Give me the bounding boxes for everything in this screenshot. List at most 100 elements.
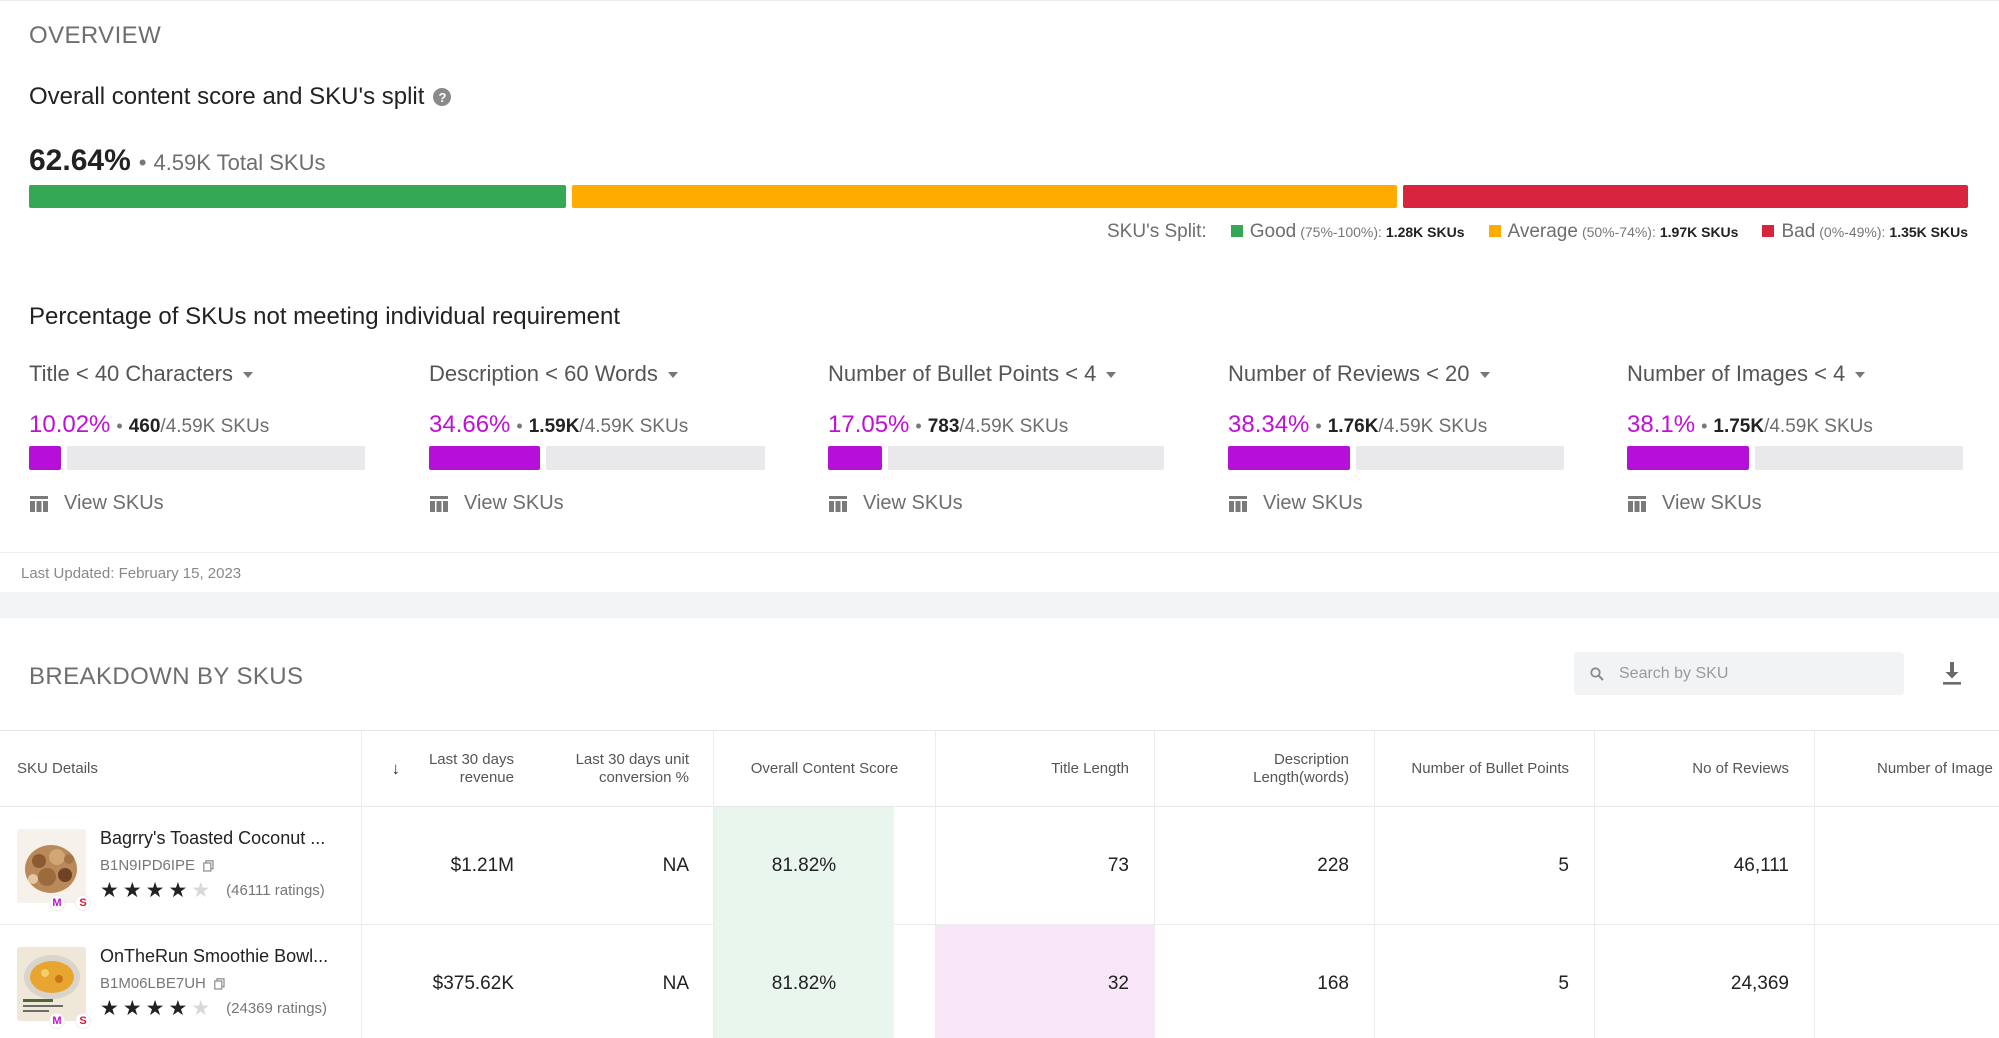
column-header-conversion[interactable]: Last 30 days unit conversion %: [525, 731, 714, 807]
requirement-stats: 38.34% • 1.76K /4.59K SKUs: [1228, 411, 1487, 439]
requirements-title: Percentage of SKUs not meeting individua…: [29, 303, 620, 330]
search-icon: [1590, 666, 1604, 681]
column-header-reviews[interactable]: No of Reviews: [1595, 731, 1815, 807]
legend-count-average: 1.97K SKUs: [1659, 224, 1739, 240]
column-header-description-length[interactable]: Description Length(words): [1155, 731, 1375, 807]
requirement-dropdown[interactable]: Number of Images < 4: [1627, 361, 1963, 387]
content-score-spacer: [894, 807, 936, 925]
search-input[interactable]: [1619, 664, 1889, 683]
column-label: Number of Bullet Points: [1411, 760, 1569, 777]
chevron-down-icon: [1479, 372, 1490, 378]
star-icon: ★: [191, 997, 211, 1020]
requirement-percent: 38.1%: [1627, 411, 1696, 438]
stats-separator: •: [1701, 416, 1708, 436]
split-segment-bad[interactable]: [1403, 185, 1968, 208]
product-name[interactable]: OnTheRun Smoothie Bowl...: [100, 946, 329, 966]
marketplace-badge: M: [49, 1013, 65, 1029]
sku-details-cell: M S Bagrry's Toasted Coconut ... B1N9IPD…: [0, 807, 362, 925]
rating-count: (24369 ratings): [226, 1000, 328, 1017]
requirement-name: Number of Bullet Points < 4: [828, 361, 1097, 386]
chevron-down-icon: [667, 372, 678, 378]
column-label: Overall Content Score: [750, 760, 899, 777]
requirement-count: 1.75K: [1713, 416, 1765, 437]
split-segment-average[interactable]: [572, 185, 1397, 208]
requirement-card-title: Title < 40 Characters 10.02% • 460 /4.59…: [29, 361, 365, 521]
description-length-cell: 228: [1155, 807, 1375, 925]
requirement-dropdown[interactable]: Title < 40 Characters: [29, 361, 365, 387]
legend-count-good: 1.28K SKUs: [1385, 224, 1465, 240]
requirement-total: /4.59K SKUs: [1378, 416, 1488, 437]
requirement-count: 1.59K: [528, 416, 580, 437]
column-label: Last 30 days unit conversion %: [575, 751, 689, 786]
requirement-dropdown[interactable]: Description < 60 Words: [429, 361, 765, 387]
view-skus-link[interactable]: View SKUs: [828, 492, 963, 515]
sku-search[interactable]: [1574, 652, 1904, 695]
copy-icon[interactable]: [214, 977, 225, 990]
star-rating: ★ ★ ★ ★ ★ (46111 ratings): [100, 880, 325, 901]
reviews-cell: 46,111: [1595, 807, 1815, 925]
chevron-down-icon: [1106, 372, 1117, 378]
progress-track: [546, 446, 765, 470]
legend-item-average: Average (50%-74%): 1.97K SKUs: [1488, 221, 1739, 243]
stats-separator: •: [1315, 416, 1322, 436]
sku-code: B1N9IPD6IPE: [100, 857, 196, 874]
help-icon[interactable]: ?: [433, 88, 452, 106]
column-header-sku-details[interactable]: SKU Details: [0, 731, 362, 807]
column-header-title-length[interactable]: Title Length: [936, 731, 1155, 807]
view-skus-label: View SKUs: [863, 492, 963, 514]
legend-name-good: Good: [1249, 221, 1297, 242]
column-header-bullet-points[interactable]: Number of Bullet Points: [1375, 731, 1595, 807]
star-icon: ★: [122, 879, 142, 902]
requirement-count: 783: [927, 416, 960, 437]
requirement-name: Description < 60 Words: [429, 361, 658, 386]
table-header: SKU Details ↓ Last 30 days revenue Last …: [0, 730, 1999, 807]
star-icon: ★: [145, 997, 165, 1020]
product-name[interactable]: Bagrry's Toasted Coconut ...: [100, 828, 326, 848]
content-score-cell: 81.82%: [714, 807, 894, 925]
requirement-count: 460: [128, 416, 161, 437]
requirement-dropdown[interactable]: Number of Reviews < 20: [1228, 361, 1564, 387]
column-header-revenue[interactable]: ↓ Last 30 days revenue: [362, 731, 525, 807]
progress-track: [67, 446, 365, 470]
column-header-content-score[interactable]: Overall Content Score: [714, 731, 936, 807]
legend-range-good: (75%-100%):: [1300, 224, 1382, 240]
star-icon: ★: [100, 997, 119, 1020]
revenue-cell: $1.21M: [450, 855, 514, 876]
score-title: Overall content score and SKU's split ?: [29, 83, 452, 111]
chevron-down-icon: [1855, 372, 1866, 378]
progress-track: [1755, 446, 1963, 470]
view-skus-label: View SKUs: [1662, 492, 1762, 514]
marketplace-badge: M: [49, 895, 65, 911]
column-header-images[interactable]: Number of Image: [1815, 731, 1999, 807]
copy-icon[interactable]: [203, 859, 214, 872]
product-thumbnail[interactable]: [17, 947, 86, 1021]
requirement-card-description: Description < 60 Words 34.66% • 1.59K /4…: [429, 361, 765, 521]
sort-descending-icon[interactable]: ↓: [391, 759, 401, 778]
split-segment-good[interactable]: [29, 185, 566, 208]
bullet-points-cell: 5: [1375, 925, 1595, 1038]
table-icon: [829, 495, 847, 512]
view-skus-link[interactable]: View SKUs: [429, 492, 564, 515]
requirement-name: Number of Reviews < 20: [1228, 361, 1470, 386]
conversion-cell: NA: [525, 925, 714, 1038]
table-row[interactable]: M S Bagrry's Toasted Coconut ... B1N9IPD…: [0, 807, 1999, 925]
view-skus-link[interactable]: View SKUs: [1627, 492, 1762, 515]
sku-id: B1N9IPD6IPE: [100, 857, 214, 874]
requirement-dropdown[interactable]: Number of Bullet Points < 4: [828, 361, 1164, 387]
stats-separator: •: [516, 416, 523, 436]
product-image: [17, 829, 86, 903]
download-icon[interactable]: [1941, 660, 1963, 686]
split-legend-label: SKU's Split:: [1107, 221, 1207, 242]
progress-fill: [29, 446, 61, 470]
requirement-progress-bar: [29, 446, 365, 470]
requirement-progress-bar: [1228, 446, 1564, 470]
requirement-name: Title < 40 Characters: [29, 361, 233, 386]
product-thumbnail[interactable]: [17, 829, 86, 903]
sku-code: B1M06LBE7UH: [100, 975, 206, 992]
view-skus-link[interactable]: View SKUs: [1228, 492, 1363, 515]
table-row[interactable]: M S OnTheRun Smoothie Bowl... B1M06LBE7U…: [0, 925, 1999, 1038]
view-skus-link[interactable]: View SKUs: [29, 492, 164, 515]
star-icon: ★: [145, 879, 165, 902]
table-icon: [30, 495, 48, 512]
star-rating: ★ ★ ★ ★ ★ (24369 ratings): [100, 998, 327, 1019]
